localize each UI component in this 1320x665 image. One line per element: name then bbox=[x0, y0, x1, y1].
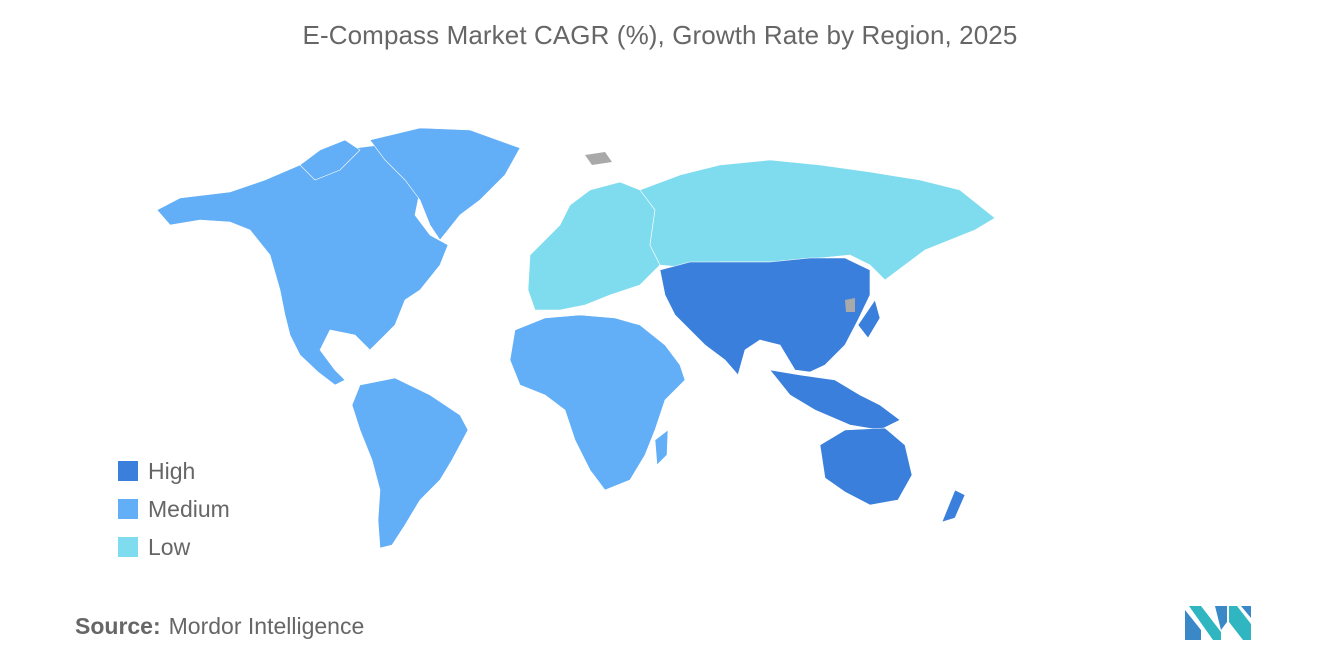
region-middle-east-africa bbox=[509, 314, 686, 491]
no-data-area bbox=[585, 152, 612, 165]
no-data-area bbox=[845, 298, 855, 312]
legend-item-low: Low bbox=[118, 528, 230, 566]
region-europe bbox=[527, 181, 661, 311]
region-south-america bbox=[351, 377, 469, 549]
legend-swatch bbox=[118, 537, 138, 557]
source-line: Source: Mordor Intelligence bbox=[75, 613, 364, 640]
chart-title: E-Compass Market CAGR (%), Growth Rate b… bbox=[302, 20, 1018, 50]
source-label: Source: bbox=[75, 613, 161, 639]
mordor-intelligence-logo-icon bbox=[1185, 606, 1251, 640]
legend-swatch bbox=[118, 499, 138, 519]
legend-label: Low bbox=[148, 533, 191, 560]
legend-item-high: High bbox=[118, 452, 230, 490]
legend-swatch bbox=[118, 461, 138, 481]
legend: High Medium Low bbox=[118, 452, 230, 566]
legend-label: High bbox=[148, 457, 196, 484]
legend-item-medium: Medium bbox=[118, 490, 230, 528]
region-north-america bbox=[156, 127, 521, 386]
source-value: Mordor Intelligence bbox=[168, 613, 365, 639]
region-asia-pacific bbox=[659, 257, 966, 523]
legend-label: Medium bbox=[148, 495, 230, 522]
